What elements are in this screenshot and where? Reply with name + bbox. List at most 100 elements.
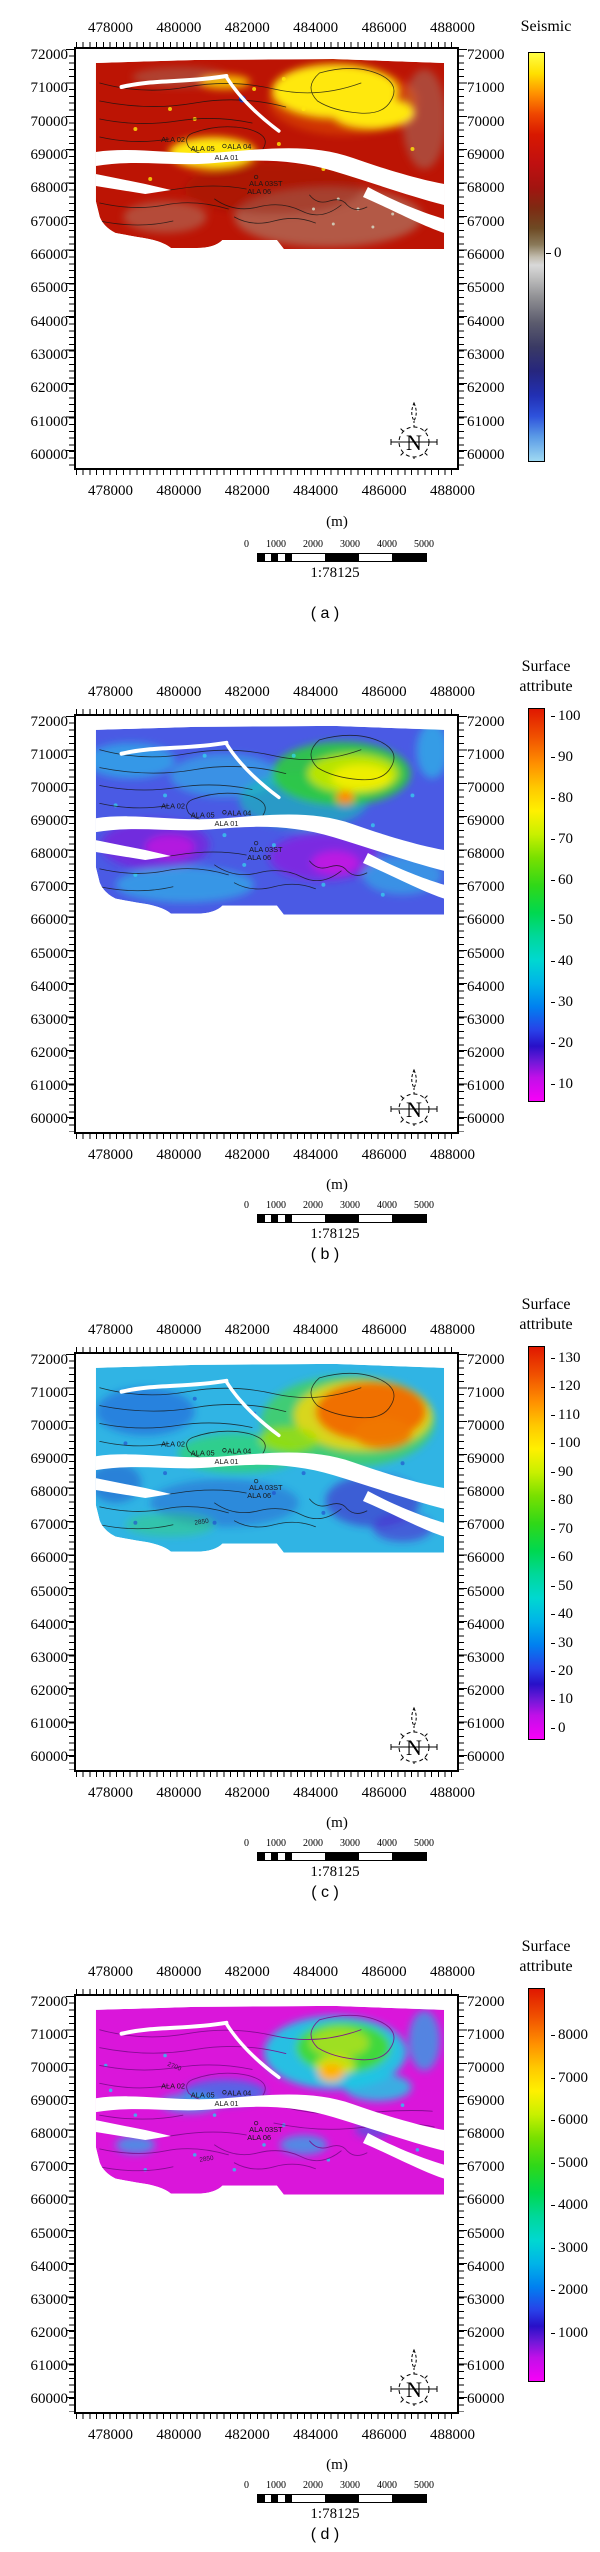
y-axis-labels-left: 72000 71000 70000 69000 68000 67000 66000 65000… [4,714,69,1127]
svg-text:ALA 05: ALA 05 [191,144,215,153]
north-arrow-icon: N [390,1706,438,1766]
x-tick-label: 478000 [88,1964,133,1980]
y-tick-label: 64000 [30,1616,69,1633]
surface-attribute-map: ALA 02 ALA 05 ALA 04 ALA 01 ALA 03ST ALA… [95,2005,445,2195]
x-tick-label: 482000 [224,1964,270,1980]
y-tick-label: 68000 [467,180,505,197]
scalebar-number: 0 [244,1838,249,1849]
y-tick-label: 63000 [30,1649,69,1666]
y-tick-label: 64000 [467,313,505,330]
y-tick-label: 67000 [467,1517,505,1534]
scalebar-number: 5000 [414,2480,434,2491]
svg-text:ALA 06: ALA 06 [247,187,271,196]
y-tick-label: 65000 [30,2225,69,2242]
y-tick-label: 72000 [467,47,505,63]
colorbar-tick-label: 6000 [551,2113,597,2128]
colorbar-tick-label: 40 [551,1607,597,1622]
colorbar [528,1988,545,2382]
colorbar-title-line2: attribute [519,1316,573,1333]
colorbar-title-line1: Surface [521,658,571,675]
svg-text:ALA 02: ALA 02 [161,1439,185,1448]
colorbar-tick-label: 100 [551,709,597,724]
axis-ticks-bottom [76,470,457,475]
surface-attribute-map: ALA 02 ALA 05 ALA 04 ALA 01 ALA 03ST ALA… [95,725,445,915]
x-tick-label: 478000 [88,1785,133,1801]
y-tick-label: 66000 [467,1550,505,1567]
colorbar-title-line2: attribute [519,1958,573,1975]
colorbar-tick-label: 50 [551,1578,597,1593]
y-tick-label: 63000 [30,346,69,363]
panel-caption: ( b ) [310,1246,340,1263]
y-tick-label: 65000 [467,1583,505,1600]
colorbar-tick-label: 10 [551,1692,597,1707]
svg-text:ALA 01: ALA 01 [215,819,239,828]
x-tick-label: 486000 [361,1964,407,1980]
colorbar-tick-label: 2000 [551,2283,597,2298]
map-unit-label: (m) [326,1177,348,1193]
attribute-patches [95,1375,436,1542]
x-tick-label: 488000 [429,20,475,36]
scalebar-number: 2000 [303,2480,323,2491]
y-tick-label: 60000 [467,1748,505,1765]
y-tick-label: 70000 [467,113,505,130]
y-tick-label: 71000 [467,747,505,764]
axis-major-ticks-left [66,49,74,468]
colorbar-title: Seismic [520,18,572,35]
axis-major-ticks-right [459,716,467,1132]
y-axis-labels-left: 72000 71000 70000 69000 68000 67000 66000 65000… [4,1994,69,2407]
scalebar-number: 0 [244,539,249,550]
x-tick-label: 478000 [88,20,133,36]
scalebar-number: 3000 [340,2480,360,2491]
x-tick-label: 486000 [361,2427,407,2443]
y-tick-label: 69000 [467,146,505,163]
scalebar-number: 3000 [340,1200,360,1211]
y-tick-label: 60000 [30,2390,69,2407]
svg-text:ALA 01: ALA 01 [215,1457,239,1466]
x-tick-label: 482000 [224,1322,270,1338]
y-tick-label: 63000 [467,1649,505,1666]
north-arrow-icon: N [390,2348,438,2408]
x-tick-label: 488000 [429,483,475,499]
y-tick-label: 63000 [467,1011,505,1028]
y-tick-label: 66000 [467,2192,505,2209]
colorbar-tick-label: 10 [551,1076,597,1091]
svg-text:ALA 05: ALA 05 [191,810,215,819]
colorbar [528,1346,545,1740]
y-tick-label: 69000 [30,813,69,830]
panel-caption: ( d ) [310,2526,340,2543]
y-tick-label: 70000 [30,2060,69,2077]
y-tick-label: 61000 [30,1715,69,1732]
y-tick-label: 65000 [30,945,69,962]
x-tick-label: 480000 [156,483,202,499]
y-tick-label: 65000 [30,280,69,297]
x-axis-labels-top: 478000 480000 482000 484000 486000 488000 [88,1322,475,1338]
x-tick-label: 486000 [361,684,407,700]
y-tick-label: 66000 [30,912,69,929]
x-tick-label: 478000 [88,2427,133,2443]
y-tick-label: 63000 [30,2291,69,2308]
y-tick-label: 71000 [30,1385,69,1402]
y-tick-label: 60000 [30,1110,69,1127]
x-tick-label: 484000 [293,20,339,36]
scale-bar [257,2494,427,2503]
x-tick-label: 480000 [156,684,202,700]
y-tick-label: 72000 [30,714,69,730]
svg-text:2850: 2850 [194,1518,210,1527]
svg-text:N: N [406,1097,422,1122]
y-tick-label: 71000 [467,1385,505,1402]
y-tick-label: 67000 [467,2159,505,2176]
colorbar-tick-label: 1000 [551,2325,597,2340]
y-axis-labels-right: 72000 71000 70000 69000 68000 67000 66000 65000… [467,1352,531,1765]
y-tick-label: 70000 [467,2060,505,2077]
scalebar-number: 2000 [303,1838,323,1849]
well-labels: ALA 02 ALA 05 ALA 04 ALA 01 ALA 03ST ALA… [161,1439,283,1526]
y-tick-label: 72000 [30,47,69,63]
seismic-map: ALA 02 ALA 05 ALA 04 ALA 01 ALA 03ST ALA… [95,59,445,249]
colorbar-tick-label: 110 [551,1407,597,1422]
x-tick-label: 482000 [224,684,270,700]
y-tick-label: 67000 [30,1517,69,1534]
svg-text:ALA 02: ALA 02 [161,135,185,144]
svg-text:ALA 04: ALA 04 [227,808,251,817]
colorbar-tick-label: 70 [551,1521,597,1536]
svg-text:ALA 06: ALA 06 [247,2133,271,2142]
